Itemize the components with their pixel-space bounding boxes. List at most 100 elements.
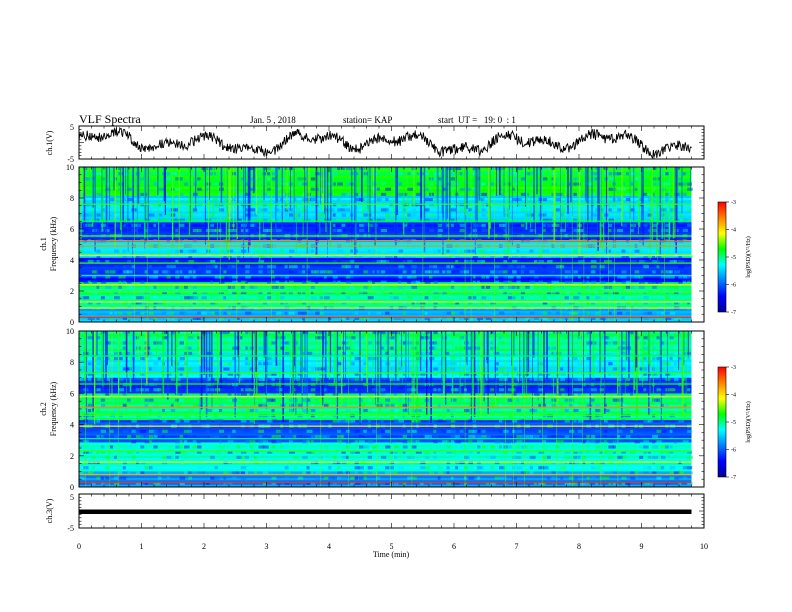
spectrogram-cell	[577, 254, 584, 258]
spectrogram-cell	[249, 285, 255, 289]
spectrogram-cell	[660, 351, 665, 355]
spectrogram-cell	[529, 445, 534, 449]
spectrogram-cell	[105, 270, 110, 274]
spectrogram-cell	[529, 285, 536, 289]
spectrogram-cell	[485, 316, 492, 320]
spectrogram-cell	[214, 377, 218, 381]
spectrogram-cell	[372, 450, 377, 454]
spectrogram-cell	[157, 377, 164, 381]
spectrogram-cell	[359, 336, 365, 340]
spectrogram-cell	[394, 270, 399, 274]
spectrogram-cell	[359, 435, 366, 439]
spectrogram-cell	[674, 218, 681, 222]
spectrogram-cell	[114, 403, 117, 407]
narrowband-line	[79, 395, 692, 398]
spectrogram-cell	[534, 260, 538, 264]
spectrogram-cell	[389, 336, 395, 340]
spectrogram-cell	[678, 172, 682, 176]
spectrogram-cell	[324, 476, 329, 480]
spectrogram-cell	[267, 346, 270, 350]
spectrogram-cell	[210, 341, 216, 345]
spectrogram-cell	[437, 223, 443, 227]
spectrogram-cell	[499, 285, 505, 289]
spectrogram-cell	[555, 213, 562, 217]
spectrogram-cell	[166, 213, 173, 217]
spectrogram-cell	[223, 285, 228, 289]
spectrogram-cell	[385, 393, 392, 397]
spectrogram-cell	[446, 409, 450, 413]
spectrogram-cell	[258, 445, 264, 449]
spectrogram-cell	[214, 409, 218, 413]
spectrogram-cell	[459, 182, 465, 186]
spectrogram-cell	[520, 388, 527, 392]
spectrogram-cell	[363, 177, 367, 181]
spectrogram-cell	[249, 187, 256, 191]
spectrogram-cell	[617, 301, 621, 305]
spectrogram-cell	[512, 455, 517, 459]
spectrogram-cell	[166, 455, 173, 459]
spectrogram-cell	[179, 213, 183, 217]
spectrogram-cell	[114, 296, 120, 300]
spectrogram-cell	[254, 455, 258, 459]
spectrogram-cell	[184, 301, 191, 305]
spectrogram-cell	[652, 270, 656, 274]
spectrogram-cell	[608, 270, 613, 274]
spectrogram-cell	[477, 466, 483, 470]
spectrogram-cell	[551, 476, 556, 480]
spectrogram-cell	[630, 291, 634, 295]
spectrogram-cell	[297, 435, 303, 439]
spectrogram-cell	[170, 172, 177, 176]
spectrogram-cell	[389, 362, 396, 366]
spectrogram-cell	[490, 192, 495, 196]
station-label: station= KAP	[343, 115, 392, 125]
spectrogram-cell	[415, 254, 421, 258]
spectrogram-cell	[96, 172, 103, 176]
spectrogram-cell	[630, 182, 634, 186]
spectrogram-cell	[564, 172, 570, 176]
spectrogram-cell	[170, 265, 176, 269]
spectrogram-cell	[534, 372, 539, 376]
spectrogram-cell	[162, 455, 167, 459]
spectrogram-cell	[363, 476, 367, 480]
spectrogram-cell	[245, 301, 249, 305]
spectrogram-cell	[100, 476, 104, 480]
spectrogram-cell	[359, 471, 363, 475]
spectrogram-cell	[341, 316, 348, 320]
spectrogram-cell	[219, 316, 225, 320]
spectrogram-cell	[398, 316, 403, 320]
spectrogram-cell	[297, 476, 304, 480]
spectrogram-cell	[245, 296, 251, 300]
spectrogram-cell	[254, 285, 258, 289]
spectrogram-cell	[411, 419, 418, 423]
spectrogram-cell	[175, 403, 181, 407]
narrowband-line	[79, 235, 692, 237]
spectrogram-cell	[149, 275, 154, 279]
spectrogram-cell	[472, 285, 477, 289]
spectrogram-cell	[643, 316, 649, 320]
spectrogram-cell	[79, 316, 83, 320]
spectrogram-cell	[367, 466, 373, 470]
spectrogram-cell	[446, 254, 453, 258]
spectrogram-cell	[669, 341, 676, 345]
spectrogram-cell	[604, 419, 608, 423]
spectrogram-row	[79, 295, 692, 298]
spectrogram-cell	[643, 450, 647, 454]
spectrogram-cell	[582, 172, 588, 176]
spectrogram-cell	[420, 372, 426, 376]
spectrogram-cell	[140, 182, 144, 186]
spectrogram-cell	[639, 280, 645, 284]
spectrogram-cell	[551, 192, 555, 196]
spectrogram-cell	[468, 296, 472, 300]
spectrogram-cell	[468, 346, 472, 350]
spectrogram-cell	[131, 419, 137, 423]
spectrogram-cell	[481, 229, 487, 233]
spectrogram-cell	[267, 419, 273, 423]
spectrogram-row	[79, 478, 692, 481]
spectrogram-cell	[258, 440, 263, 444]
spectrogram-cell	[647, 466, 652, 470]
spectrogram-cell	[547, 167, 551, 171]
spectrogram-cell	[512, 254, 519, 258]
spectrogram-cell	[534, 377, 538, 381]
spectrogram-cell	[149, 316, 155, 320]
spectrogram-cell	[122, 331, 128, 335]
